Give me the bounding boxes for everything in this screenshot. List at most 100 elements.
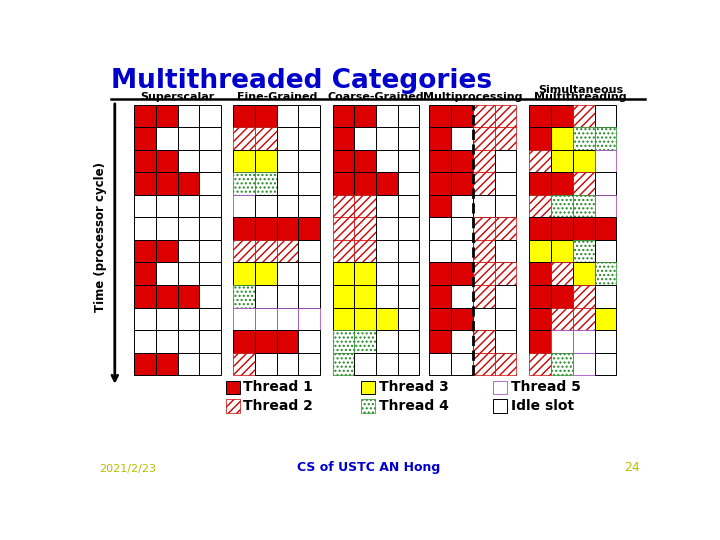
Bar (495, 330, 516, 353)
Bar (595, 105, 616, 127)
Bar (354, 172, 376, 195)
Bar (134, 285, 156, 308)
Bar (354, 262, 376, 285)
Bar (333, 353, 354, 375)
Bar (233, 218, 255, 240)
Bar (156, 262, 178, 285)
Bar (156, 105, 178, 127)
Bar (199, 285, 221, 308)
Bar (354, 195, 376, 218)
Bar (376, 308, 397, 330)
Bar (178, 172, 199, 195)
Bar (361, 381, 375, 394)
Bar (134, 105, 156, 127)
Bar (276, 172, 299, 195)
Bar (299, 127, 320, 150)
Bar (451, 308, 473, 330)
Bar (156, 353, 178, 375)
Bar (255, 262, 276, 285)
Bar (299, 105, 320, 127)
Bar (233, 195, 255, 218)
Bar (199, 172, 221, 195)
Bar (495, 262, 516, 285)
Bar (199, 150, 221, 172)
Bar (255, 172, 276, 195)
Bar (333, 172, 354, 195)
Bar (233, 353, 255, 375)
Text: Multithreading: Multithreading (534, 92, 627, 102)
Bar (397, 218, 419, 240)
Bar (199, 308, 221, 330)
Bar (529, 353, 551, 375)
Bar (595, 330, 616, 353)
Bar (573, 150, 595, 172)
Bar (573, 240, 595, 262)
Bar (451, 127, 473, 150)
Bar (551, 285, 573, 308)
Bar (333, 127, 354, 150)
Bar (495, 218, 516, 240)
Bar (354, 150, 376, 172)
Bar (233, 172, 255, 195)
Bar (573, 218, 595, 240)
Bar (276, 127, 299, 150)
Text: Thread 3: Thread 3 (379, 380, 449, 394)
Bar (529, 195, 551, 218)
Bar (299, 150, 320, 172)
Bar (473, 308, 495, 330)
Bar (429, 353, 451, 375)
Bar (529, 330, 551, 353)
Bar (333, 218, 354, 240)
Bar (429, 240, 451, 262)
Bar (573, 285, 595, 308)
Bar (473, 150, 495, 172)
Bar (495, 308, 516, 330)
Bar (178, 308, 199, 330)
Bar (233, 330, 255, 353)
Bar (397, 127, 419, 150)
Bar (299, 262, 320, 285)
Bar (551, 105, 573, 127)
Bar (354, 127, 376, 150)
Bar (473, 218, 495, 240)
Bar (551, 150, 573, 172)
Bar (333, 150, 354, 172)
Bar (178, 285, 199, 308)
Text: CS of USTC AN Hong: CS of USTC AN Hong (297, 462, 441, 475)
Bar (473, 172, 495, 195)
Bar (451, 105, 473, 127)
Bar (573, 353, 595, 375)
Text: Fine-Grained: Fine-Grained (237, 92, 317, 102)
Bar (233, 262, 255, 285)
Bar (299, 353, 320, 375)
Bar (199, 353, 221, 375)
Bar (495, 353, 516, 375)
Bar (199, 105, 221, 127)
Bar (333, 195, 354, 218)
Bar (573, 105, 595, 127)
Bar (451, 262, 473, 285)
Bar (429, 105, 451, 127)
Bar (529, 285, 551, 308)
Bar (134, 127, 156, 150)
Bar (551, 330, 573, 353)
Bar (156, 308, 178, 330)
Bar (255, 308, 276, 330)
Bar (429, 195, 451, 218)
Bar (551, 218, 573, 240)
Bar (493, 399, 507, 413)
Text: Thread 4: Thread 4 (379, 399, 449, 413)
Bar (495, 127, 516, 150)
Bar (134, 353, 156, 375)
Bar (495, 195, 516, 218)
Bar (276, 330, 299, 353)
Bar (429, 262, 451, 285)
Bar (199, 195, 221, 218)
Bar (495, 105, 516, 127)
Bar (595, 218, 616, 240)
Bar (551, 353, 573, 375)
Bar (473, 285, 495, 308)
Bar (299, 195, 320, 218)
Bar (156, 127, 178, 150)
Bar (134, 330, 156, 353)
